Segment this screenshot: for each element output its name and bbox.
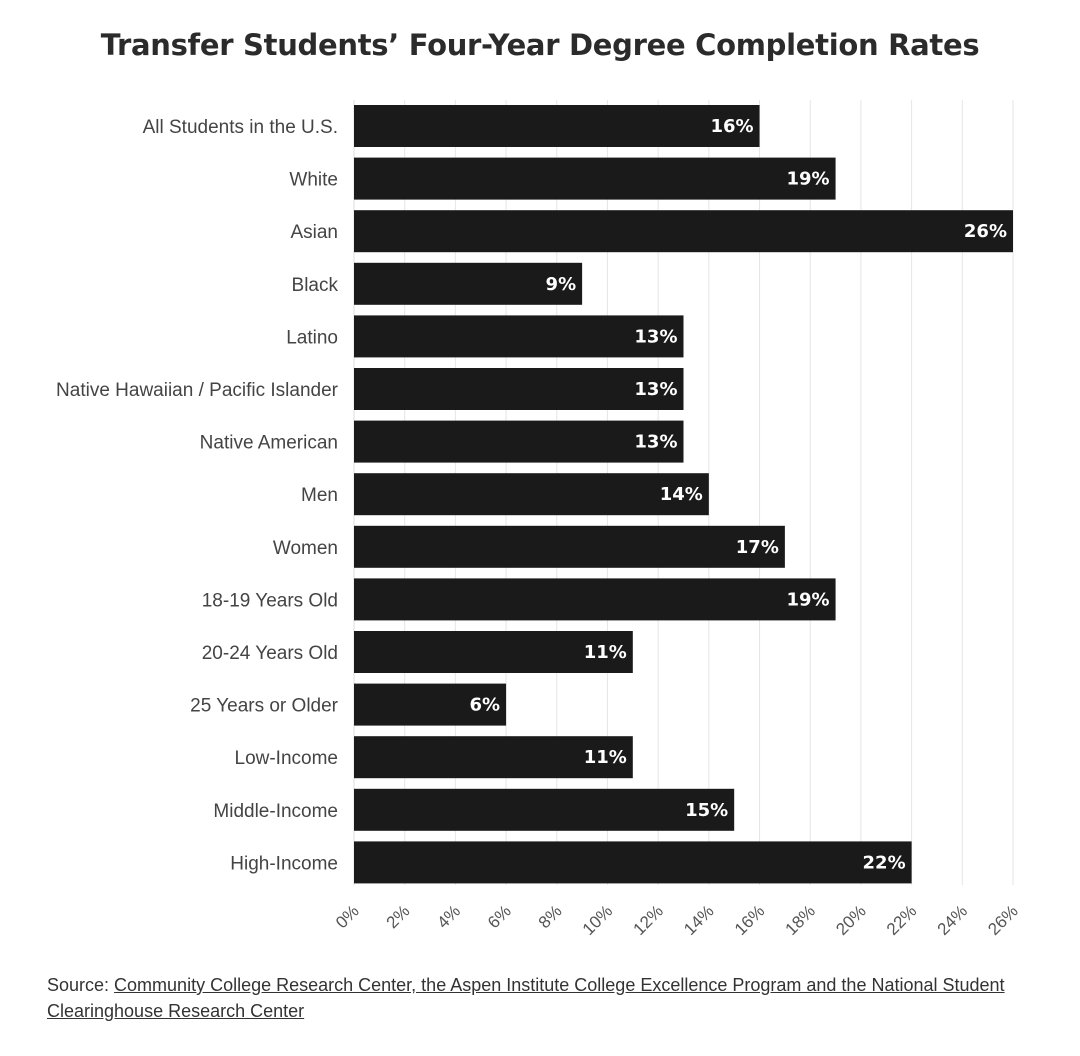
- x-tick-label: 10%: [579, 901, 616, 938]
- category-label: 18-19 Years Old: [202, 590, 338, 611]
- bar: [354, 841, 912, 884]
- x-tick-label: 4%: [433, 901, 464, 932]
- category-label: 20-24 Years Old: [202, 643, 338, 664]
- bar: [354, 578, 836, 621]
- bar: [354, 105, 760, 147]
- category-label: Low-Income: [235, 748, 339, 769]
- category-labels: All Students in the U.S. White Asian Black L…: [56, 117, 339, 874]
- bar: [354, 631, 633, 673]
- source-note: Source: Community College Research Cente…: [47, 972, 1047, 1024]
- category-label: High-Income: [230, 853, 338, 874]
- category-label: Middle-Income: [213, 801, 338, 822]
- category-label: Women: [273, 538, 338, 559]
- bar-value-label: 11%: [584, 747, 627, 768]
- bar-value-label: 15%: [685, 800, 728, 821]
- bar: [354, 525, 785, 568]
- bar: [354, 736, 633, 779]
- bar: [354, 420, 684, 463]
- x-tick-label: 24%: [934, 901, 971, 938]
- category-label: Native American: [200, 433, 338, 454]
- bar-value-label: 14%: [660, 484, 703, 505]
- category-label: Latino: [286, 327, 338, 348]
- bar-value-label: 13%: [634, 326, 677, 347]
- bar-value-label: 16%: [710, 116, 753, 137]
- x-tick-label: 14%: [680, 901, 717, 938]
- x-tick-label: 8%: [535, 901, 566, 932]
- bar: [354, 473, 709, 516]
- bar: [354, 683, 507, 726]
- x-tick-label: 6%: [484, 901, 515, 932]
- category-label: Black: [292, 275, 339, 296]
- x-tick-label: 26%: [984, 901, 1021, 938]
- x-tick-label: 2%: [383, 901, 414, 932]
- bar-chart: 16% 19% 26% 9% 13% 13% 13% 14% 17% 19% 11% 6% 11% 15%…: [56, 100, 1022, 939]
- bar-value-label: 13%: [634, 432, 677, 453]
- bar-value-label: 19%: [786, 589, 829, 610]
- bar: [354, 262, 583, 305]
- category-label: Asian: [290, 222, 338, 243]
- bar: [354, 788, 735, 831]
- bars: 16% 19% 26% 9% 13% 13% 13% 14% 17% 19% 11% 6% 11% 15%…: [354, 105, 1013, 884]
- x-tick-label: 18%: [782, 901, 819, 938]
- bar-value-label: 19%: [786, 169, 829, 190]
- bar-value-label: 22%: [863, 852, 906, 873]
- x-tick-label: 22%: [883, 901, 920, 938]
- bar: [354, 368, 684, 410]
- chart-title: Transfer Students’ Four-Year Degree Comp…: [100, 28, 980, 62]
- x-tick-label: 20%: [832, 901, 869, 938]
- bar: [354, 157, 836, 200]
- x-tick-label: 12%: [629, 901, 666, 938]
- category-label: All Students in the U.S.: [143, 117, 338, 138]
- bar-value-label: 6%: [470, 695, 501, 716]
- bar-value-label: 17%: [736, 537, 779, 558]
- bar-value-label: 13%: [634, 379, 677, 400]
- x-tick-labels: 0% 2% 4% 6% 8% 10% 12% 14% 16% 18% 20% 22% 24% 26%: [332, 901, 1022, 938]
- category-label: Men: [301, 485, 338, 506]
- category-label: White: [289, 170, 338, 191]
- bar-value-label: 26%: [964, 221, 1007, 242]
- x-tick-label: 0%: [332, 901, 363, 932]
- bar-value-label: 11%: [584, 642, 627, 663]
- bar: [354, 315, 684, 358]
- x-tick-label: 16%: [731, 901, 768, 938]
- bar-value-label: 9%: [546, 274, 577, 295]
- bar: [354, 210, 1013, 253]
- source-prefix: Source:: [47, 975, 115, 995]
- source-link[interactable]: Community College Research Center, the A…: [47, 975, 1005, 1021]
- category-label: 25 Years or Older: [190, 696, 339, 717]
- category-label: Native Hawaiian / Pacific Islander: [56, 380, 339, 401]
